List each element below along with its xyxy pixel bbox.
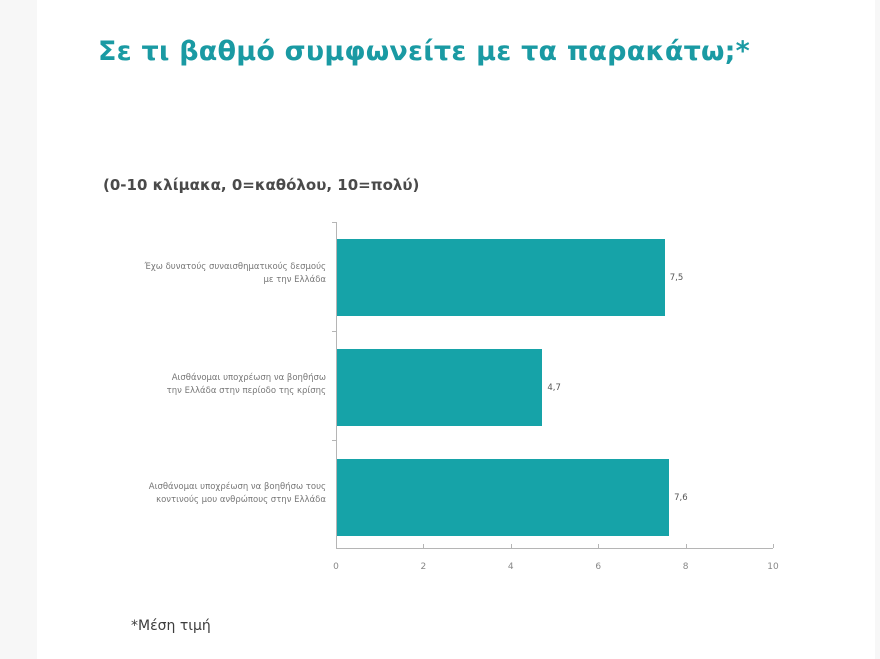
- footnote: *Μέση τιμή: [131, 618, 211, 634]
- x-tick: [336, 544, 337, 548]
- bar-1: [337, 349, 543, 426]
- x-tick-label: 4: [507, 562, 514, 572]
- x-tick-label: 8: [682, 562, 689, 572]
- chart-title: Σε τι βαθμό συμφωνείτε με τα παρακάτω;*: [98, 36, 750, 67]
- y-axis: [336, 222, 337, 548]
- plot-area: 7,5 4,7 7,6 0 2 4 6 8 10: [332, 222, 779, 572]
- bar-value-0: 7,5: [669, 273, 684, 283]
- category-label-line: κοντινούς μου ανθρώπους στην Ελλάδα: [156, 495, 326, 505]
- category-label-line: Αισθάνομαι υποχρέωση να βοηθήσω: [171, 373, 326, 383]
- category-label-0: Έχω δυνατούς συναισθηματικούς δεσμούς με…: [86, 261, 327, 287]
- x-tick: [598, 544, 600, 548]
- y-tick: [332, 331, 336, 332]
- x-tick: [685, 544, 687, 548]
- x-tick-label: 2: [420, 562, 427, 572]
- left-margin: [0, 0, 37, 659]
- y-tick: [332, 440, 336, 441]
- category-label-line: την Ελλάδα στην περίοδο της κρίσης: [166, 386, 326, 396]
- x-tick: [773, 544, 774, 548]
- bar-value-2: 7,6: [674, 493, 688, 503]
- y-tick: [332, 222, 336, 223]
- category-label-line: με την Ελλάδα: [263, 275, 327, 285]
- category-label-1: Αισθάνομαι υποχρέωση να βοηθήσω την Ελλά…: [86, 372, 326, 398]
- x-tick-label: 10: [767, 562, 779, 572]
- x-tick-label: 0: [333, 562, 339, 572]
- bar-2: [337, 459, 670, 536]
- right-margin: [875, 0, 880, 659]
- category-label-line: Έχω δυνατούς συναισθηματικούς δεσμούς: [144, 262, 327, 272]
- bar-value-1: 4,7: [547, 383, 561, 393]
- x-tick-label: 6: [595, 562, 602, 572]
- x-axis: [336, 548, 773, 549]
- chart-subtitle: (0-10 κλίμακα, 0=καθόλου, 10=πολύ): [103, 176, 420, 194]
- category-label-2: Αισθάνομαι υποχρέωση να βοηθήσω τους κον…: [86, 481, 326, 507]
- x-tick: [510, 544, 512, 548]
- bar-0: [337, 239, 665, 316]
- x-tick: [423, 544, 425, 548]
- category-label-line: Αισθάνομαι υποχρέωση να βοηθήσω τους: [148, 482, 326, 492]
